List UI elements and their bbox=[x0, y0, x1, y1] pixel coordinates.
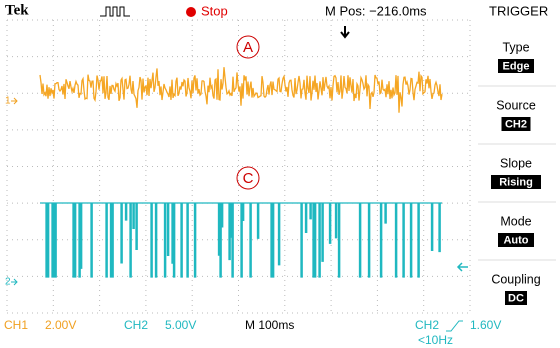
menu-label: Source bbox=[496, 98, 536, 112]
menu-label: Mode bbox=[500, 214, 531, 228]
stop-indicator bbox=[186, 7, 196, 17]
menu-title: TRIGGER bbox=[489, 3, 548, 18]
trigger-position-marker bbox=[341, 26, 349, 37]
menu-label: Type bbox=[502, 40, 529, 54]
ch2-marker: 2 bbox=[5, 277, 11, 288]
annotation-c: C bbox=[243, 170, 254, 187]
trigger-level: 1.60V bbox=[470, 318, 501, 332]
annotation-a: A bbox=[243, 39, 253, 56]
waveforms bbox=[40, 67, 442, 277]
ch2-scale: 5.00V bbox=[165, 318, 196, 332]
ch2-waveform bbox=[40, 203, 442, 277]
trigger-level-marker bbox=[458, 263, 468, 271]
ch2-arrow bbox=[11, 279, 17, 285]
graticule bbox=[7, 20, 470, 313]
horizontal-position: M Pos: −216.0ms bbox=[325, 3, 427, 18]
ch2-label: CH2 bbox=[124, 318, 148, 332]
trigger-frequency: <10Hz bbox=[418, 333, 453, 347]
menu-value: Auto bbox=[503, 234, 528, 246]
menu-label: Slope bbox=[500, 156, 532, 170]
ch1-scale: 2.00V bbox=[45, 318, 76, 332]
menu-value: DC bbox=[508, 292, 524, 304]
ch1-marker: 1 bbox=[5, 96, 11, 107]
acquisition-icon bbox=[100, 7, 130, 16]
menu-value: Edge bbox=[503, 60, 530, 72]
brand: Tek bbox=[5, 2, 29, 18]
run-state: Stop bbox=[201, 3, 228, 18]
ch1-waveform bbox=[40, 67, 442, 113]
trigger-source: CH2 bbox=[415, 318, 439, 332]
ch1-label: CH1 bbox=[4, 318, 28, 332]
menu-value: CH2 bbox=[505, 118, 527, 130]
slope-icon bbox=[446, 321, 463, 331]
ch1-arrow bbox=[11, 98, 17, 104]
oscilloscope-screen: Tek Stop M Pos: −216.0ms TRIGGER Type Edg… bbox=[0, 0, 560, 348]
timebase: M 100ms bbox=[245, 318, 294, 332]
menu-label: Coupling bbox=[491, 272, 540, 286]
menu-value: Rising bbox=[499, 176, 533, 188]
